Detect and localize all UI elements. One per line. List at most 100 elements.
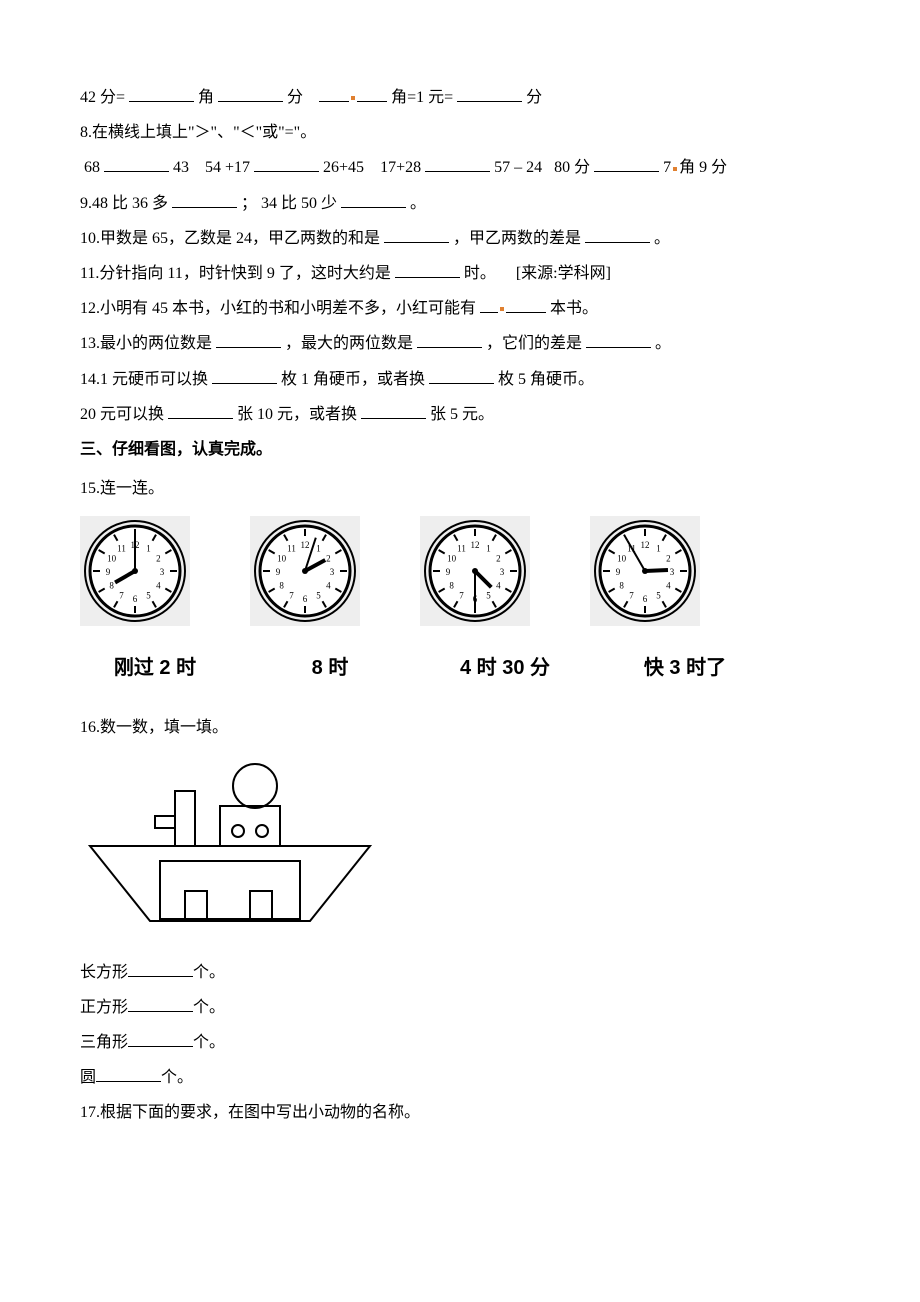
clock-label-2: 8 时 [270, 646, 390, 690]
svg-text:5: 5 [486, 591, 491, 601]
q7-line: 42 分= 角 分 角=1 元= 分 [80, 80, 840, 115]
svg-text:9: 9 [106, 567, 111, 577]
q13-blank2[interactable] [417, 331, 482, 348]
q7-blank1[interactable] [129, 85, 194, 102]
q13-end: 。 [655, 335, 671, 352]
q14-l2c: 张 5 元。 [430, 406, 494, 423]
q16-blank-4[interactable] [96, 1065, 161, 1082]
q8-htail: 角 9 分 [679, 159, 727, 176]
q14-line2: 20 元可以换 张 10 元，或者换 张 5 元。 [80, 397, 840, 432]
q11-p1: 11.分针指向 11，时针快到 9 了，这时大约是 [80, 265, 391, 282]
q8-row: 68 43 54 +17 26+45 17+28 57 – 24 80 分 7角… [80, 150, 840, 185]
q13-blank1[interactable] [216, 331, 281, 348]
q8-a: 68 [84, 159, 100, 176]
q16-figure [80, 751, 840, 944]
dot-icon [500, 307, 504, 311]
q10-blank1[interactable] [384, 226, 449, 243]
q14-blank3[interactable] [168, 402, 233, 419]
clock-label-3: 4 时 30 分 [430, 646, 580, 690]
q17-stem: 17.根据下面的要求，在图中写出小动物的名称。 [80, 1095, 840, 1130]
q14-blank2[interactable] [429, 367, 494, 384]
clock-3: 121234567891011 [420, 516, 530, 626]
q8-blank2[interactable] [254, 155, 319, 172]
svg-text:5: 5 [146, 591, 151, 601]
svg-text:7: 7 [289, 591, 294, 601]
svg-text:5: 5 [316, 591, 321, 601]
q14-blank1[interactable] [212, 367, 277, 384]
q14-l1b: 枚 1 角硬币，或者换 [281, 371, 425, 388]
q16-shape-tail: 个。 [161, 1069, 193, 1086]
q16-shape-tail: 个。 [193, 1034, 225, 1051]
svg-text:3: 3 [500, 567, 505, 577]
q16-blank-3[interactable] [128, 1030, 193, 1047]
q12-blank-a[interactable] [480, 296, 498, 313]
svg-text:6: 6 [133, 594, 138, 604]
svg-text:8: 8 [449, 581, 454, 591]
svg-text:9: 9 [446, 567, 451, 577]
svg-text:3: 3 [330, 567, 335, 577]
q8-f: 57 – 24 [494, 159, 542, 176]
q11-blank[interactable] [395, 261, 460, 278]
q16-blank-1[interactable] [128, 960, 193, 977]
q8-d: 26+45 [323, 159, 364, 176]
svg-text:1: 1 [486, 544, 491, 554]
clock-label-1: 刚过 2 时 [80, 646, 230, 690]
q7-blank3a[interactable] [319, 85, 349, 102]
q12-line: 12.小明有 45 本书，小红的书和小明差不多，小红可能有 本书。 [80, 291, 840, 326]
q16-shape-line-1: 长方形个。 [80, 955, 840, 990]
q11-line: 11.分针指向 11，时针快到 9 了，这时大约是 时。 [来源:学科网] [80, 256, 840, 291]
q14-l2b: 张 10 元，或者换 [237, 406, 357, 423]
svg-text:11: 11 [117, 544, 126, 554]
q7-prefix: 42 分= [80, 89, 125, 106]
q10-blank2[interactable] [585, 226, 650, 243]
q8-blank3[interactable] [425, 155, 490, 172]
q16-blank-2[interactable] [128, 995, 193, 1012]
clock-2: 121234567891011 [250, 516, 360, 626]
q15-labels-row: 刚过 2 时8 时4 时 30 分快 3 时了 [80, 646, 840, 690]
q8-b: 43 [173, 159, 189, 176]
svg-text:9: 9 [276, 567, 281, 577]
q12-p1: 12.小明有 45 本书，小红的书和小明差不多，小红可能有 [80, 300, 476, 317]
q7-fen2: 分 [526, 89, 542, 106]
q16-shape-label: 三角形 [80, 1034, 128, 1051]
q7-blank4[interactable] [457, 85, 522, 102]
svg-text:12: 12 [301, 540, 310, 550]
q9-sep: ； 34 比 50 少 [241, 195, 337, 212]
q12-p2: 本书。 [550, 300, 598, 317]
q7-blank2[interactable] [218, 85, 283, 102]
clock-4: 121234567891011 [590, 516, 700, 626]
q16-stem: 16.数一数，填一填。 [80, 710, 840, 745]
q14-blank4[interactable] [361, 402, 426, 419]
svg-text:12: 12 [471, 540, 480, 550]
q7-jiao: 角 [198, 89, 214, 106]
q11-p2: 时。 [464, 265, 496, 282]
q14-l2a: 20 元可以换 [80, 406, 164, 423]
q15-clocks-row: 121234567891011 121234567891011 12123456… [80, 516, 840, 626]
q7-blank3b[interactable] [357, 85, 387, 102]
q8-blank1[interactable] [104, 155, 169, 172]
q15-stem: 15.连一连。 [80, 471, 840, 506]
dot-icon [351, 96, 355, 100]
q8-blank4[interactable] [594, 155, 659, 172]
svg-text:9: 9 [616, 567, 621, 577]
q7-mid: 角=1 元= [391, 89, 453, 106]
q8-e: 17+28 [380, 159, 421, 176]
q12-blank-b[interactable] [506, 296, 546, 313]
svg-text:4: 4 [156, 581, 161, 591]
q9-blank2[interactable] [341, 191, 406, 208]
svg-text:10: 10 [277, 554, 287, 564]
q7-fen: 分 [287, 89, 303, 106]
svg-text:7: 7 [119, 591, 124, 601]
svg-text:2: 2 [326, 554, 331, 564]
q8-g: 80 分 [554, 159, 590, 176]
svg-text:4: 4 [496, 581, 501, 591]
q9-p1: 9.48 比 36 多 [80, 195, 168, 212]
svg-text:11: 11 [457, 544, 466, 554]
q9-blank1[interactable] [172, 191, 237, 208]
q13-blank3[interactable] [586, 331, 651, 348]
q16-shape-line-4: 圆个。 [80, 1060, 840, 1095]
q16-shape-tail: 个。 [193, 999, 225, 1016]
svg-text:4: 4 [326, 581, 331, 591]
svg-text:10: 10 [617, 554, 627, 564]
q8-c: 54 +17 [205, 159, 250, 176]
